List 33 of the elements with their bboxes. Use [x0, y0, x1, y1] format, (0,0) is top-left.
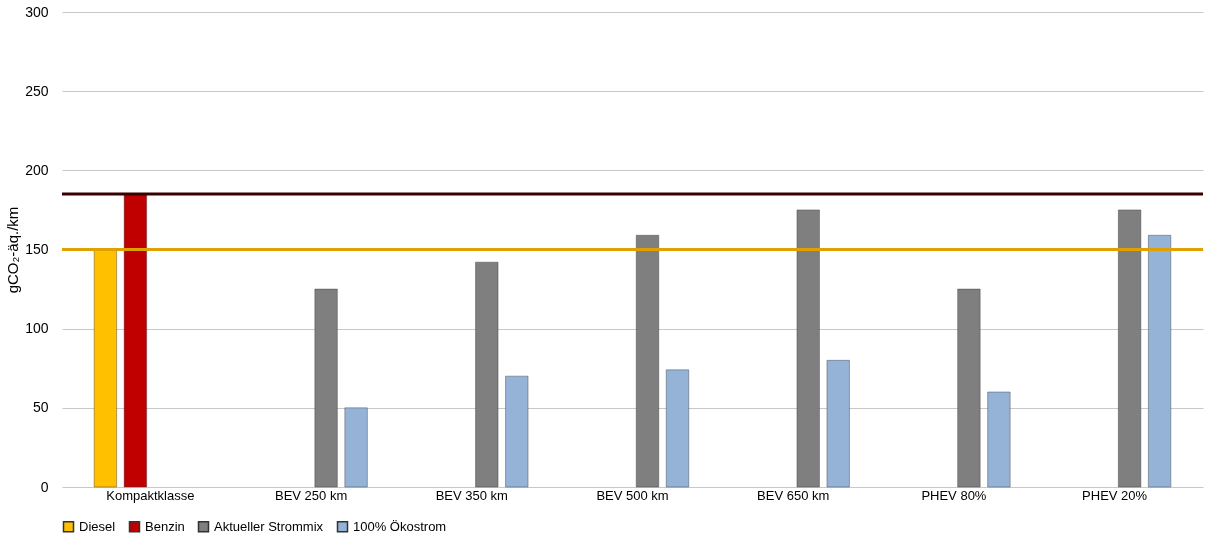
y-tick-label: 300 [25, 3, 49, 20]
y-tick-label: 250 [25, 82, 49, 99]
x-tick-label: BEV 500 km [596, 487, 669, 503]
bar [635, 234, 660, 488]
legend-label: 100% Ökostrom [353, 518, 447, 534]
bar [987, 391, 1011, 488]
bar [344, 407, 368, 488]
bar [475, 261, 499, 488]
bar [314, 288, 338, 488]
x-tick-label: PHEV 20% [1082, 487, 1148, 503]
x-tick-label: BEV 650 km [757, 487, 830, 503]
y-tick-label: 200 [25, 161, 49, 178]
bar [1117, 209, 1142, 488]
y-tick-label: 50 [32, 399, 49, 416]
y-axis-title: gCO₂-äq./km [4, 206, 22, 294]
legend-label: Aktueller Strommix [214, 518, 324, 534]
bar [123, 193, 148, 488]
bar [665, 369, 690, 488]
bar [1147, 234, 1172, 488]
bar [957, 288, 981, 488]
y-tick-label: 100 [25, 320, 49, 337]
x-tick-label: PHEV 80% [921, 487, 987, 503]
y-tick-label: 150 [25, 241, 49, 257]
bar [826, 359, 850, 488]
y-tick-label: 0 [40, 478, 49, 495]
x-tick-label: Kompaktklasse [106, 487, 195, 503]
bar [505, 375, 529, 488]
bar [93, 249, 118, 488]
x-tick-label: BEV 250 km [274, 487, 348, 503]
bar [796, 209, 820, 488]
legend-label: Diesel [79, 518, 116, 534]
x-tick-label: BEV 350 km [435, 487, 508, 503]
legend-label: Benzin [145, 518, 185, 534]
